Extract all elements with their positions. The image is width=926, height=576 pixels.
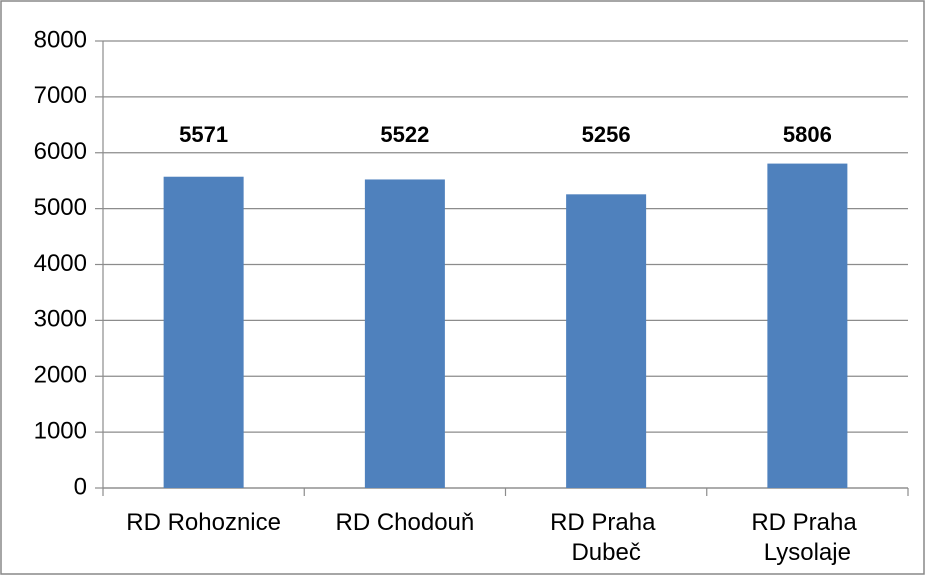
y-tick-label: 4000 (34, 250, 87, 277)
bar (566, 194, 647, 489)
y-tick-label: 7000 (34, 82, 87, 109)
y-tick-label: 0 (74, 473, 87, 500)
bar (364, 179, 445, 488)
data-label: 5256 (582, 122, 631, 147)
x-tick-label: RD Praha Lysolaje (751, 509, 863, 566)
y-tick-label: 3000 (34, 306, 87, 333)
data-label: 5806 (783, 122, 832, 147)
data-label: 5522 (380, 122, 429, 147)
data-label: 5571 (179, 122, 228, 147)
x-tick-label: RD Chodouň (336, 509, 475, 536)
y-tick-label: 8000 (34, 26, 87, 53)
bar (767, 163, 848, 488)
y-tick-label: 6000 (34, 138, 87, 165)
x-tick-label: RD Rohoznice (126, 509, 281, 536)
y-tick-label: 5000 (34, 194, 87, 221)
x-tick-label: RD Praha Dubeč (550, 509, 662, 566)
bar (163, 176, 244, 488)
y-tick-label: 1000 (34, 417, 87, 444)
y-tick-label: 2000 (34, 362, 87, 389)
